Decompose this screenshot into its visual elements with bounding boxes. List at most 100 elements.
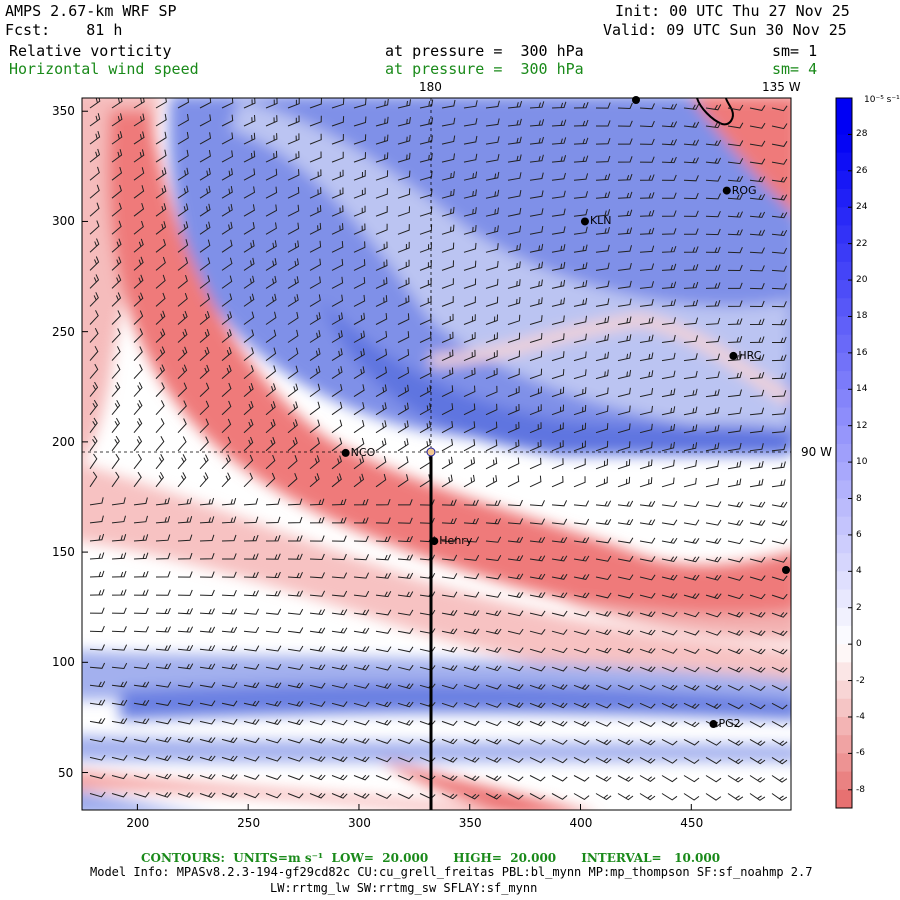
- wind-barb: [177, 257, 189, 271]
- wind-barb: [573, 280, 588, 289]
- wind-barb: [89, 238, 100, 253]
- wind-barb: [727, 575, 744, 581]
- wind-barb: [89, 274, 100, 289]
- wind-barb: [551, 475, 564, 488]
- wind-barb: [573, 404, 587, 416]
- wind-barb: [771, 158, 788, 165]
- field2-smoothing: sm= 4: [772, 60, 818, 78]
- wind-barb: [661, 352, 676, 362]
- wind-barb: [155, 472, 165, 488]
- colorbar-swatch: [836, 134, 852, 154]
- wind-barb: [265, 275, 277, 289]
- wind-barb: [551, 629, 568, 635]
- wind-barb: [705, 538, 722, 544]
- wind-barb: [441, 517, 457, 525]
- wind-barb: [485, 368, 498, 380]
- wind-barb: [375, 609, 392, 616]
- wind-barb: [89, 552, 105, 560]
- wind-barb: [661, 156, 677, 164]
- wind-barb: [177, 663, 194, 670]
- wind-barb: [551, 440, 564, 452]
- wind-barb: [485, 154, 500, 163]
- colorbar-tick-label: 24: [856, 202, 868, 213]
- wind-barb: [705, 556, 722, 563]
- wind-barb: [463, 367, 476, 380]
- wind-barb: [199, 221, 211, 235]
- wind-barb: [331, 609, 348, 616]
- wind-barb: [683, 264, 699, 271]
- wind-barb: [397, 331, 410, 343]
- wind-barb: [727, 104, 744, 111]
- colorbar-swatch: [836, 116, 852, 135]
- wind-barb: [771, 612, 788, 618]
- wind-barb: [573, 555, 590, 562]
- wind-barb: [265, 682, 282, 689]
- wind-barb: [749, 702, 766, 710]
- wind-barb: [529, 793, 546, 800]
- wind-barb: [221, 590, 237, 597]
- wind-barb: [771, 684, 788, 692]
- wind-barb: [617, 173, 633, 181]
- wind-barb: [727, 371, 743, 380]
- wind-barb: [771, 702, 788, 710]
- wind-barb: [221, 700, 238, 707]
- wind-barb: [771, 105, 788, 112]
- wind-barb: [749, 105, 766, 111]
- colorbar-tick-label: 8: [856, 493, 862, 504]
- wind-barb: [771, 501, 788, 508]
- wind-barb: [375, 719, 392, 726]
- wind-barb: [331, 553, 347, 561]
- wind-barb: [375, 223, 388, 235]
- wind-barb: [353, 609, 370, 616]
- wind-barb: [398, 499, 413, 506]
- wind-barb: [727, 389, 742, 398]
- wind-barb: [661, 556, 678, 563]
- wind-barb: [287, 383, 299, 397]
- valid-time: Valid: 09 UTC Sun 30 Nov 25: [603, 21, 847, 39]
- wind-barb: [155, 589, 171, 596]
- wind-barb: [507, 610, 524, 617]
- wind-barb: [155, 131, 167, 145]
- wind-barb: [485, 225, 499, 235]
- wind-barb: [727, 630, 744, 636]
- wind-barb: [331, 498, 347, 506]
- y-tick-label: 100: [52, 655, 75, 670]
- wind-barb: [199, 185, 211, 199]
- wind-barb: [639, 316, 654, 325]
- wind-barb: [639, 209, 655, 217]
- wind-barb: [595, 738, 612, 746]
- wind-barb: [375, 455, 387, 470]
- wind-barb: [771, 738, 788, 747]
- wind-barb: [331, 455, 342, 470]
- wind-barb: [133, 699, 150, 706]
- colorbar-swatch: [836, 98, 852, 117]
- wind-barb: [243, 700, 260, 707]
- plot-frame: [81, 97, 792, 811]
- wind-barb: [199, 346, 210, 361]
- colorbar-tick-label: -6: [856, 748, 865, 759]
- wind-barb: [177, 737, 194, 743]
- wind-barb: [463, 189, 477, 199]
- wind-barb: [309, 682, 326, 689]
- wind-barb: [287, 437, 298, 452]
- wind-barb: [133, 791, 150, 798]
- wind-barb: [441, 456, 453, 470]
- wind-barb: [309, 473, 320, 488]
- wind-barb: [177, 328, 188, 343]
- wind-barb: [177, 516, 193, 524]
- wind-barb: [771, 229, 788, 237]
- wind-barb: [771, 123, 788, 130]
- wind-barb: [507, 775, 524, 782]
- wind-barb: [573, 351, 587, 362]
- wind-barb: [727, 336, 743, 343]
- wind-barb: [639, 629, 656, 636]
- wind-barb: [265, 627, 282, 634]
- wind-barb: [309, 590, 326, 597]
- wind-barb: [265, 168, 278, 181]
- wind-barb: [573, 422, 587, 434]
- wind-barb: [705, 775, 722, 783]
- wind-barb: [177, 681, 194, 688]
- wind-barb: [133, 773, 150, 780]
- wind-barb: [441, 628, 458, 635]
- wind-barb: [287, 133, 300, 145]
